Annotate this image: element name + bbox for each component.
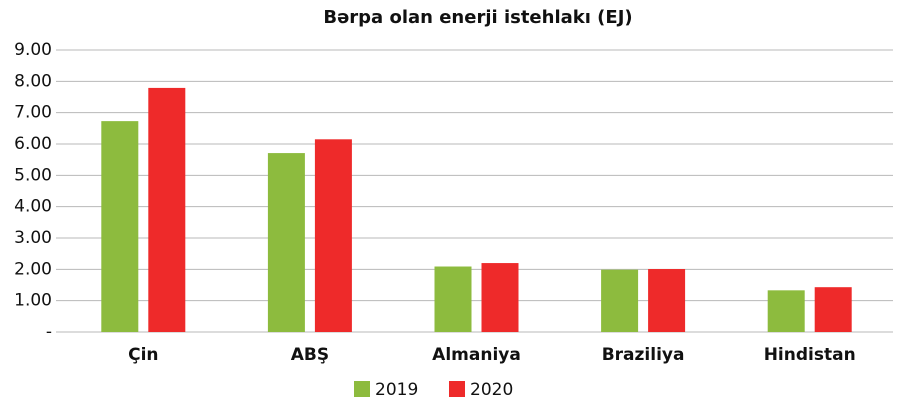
x-tick-label: Almaniya [432,345,521,365]
legend-swatch [449,381,465,397]
bar [148,87,186,332]
bar [767,290,805,332]
y-tick-label: 9.00 [14,40,52,60]
bar [267,153,305,332]
x-tick-label: ABŞ [291,345,329,365]
y-tick-label: 2.00 [14,259,52,279]
x-tick-label: Çin [128,345,158,365]
y-tick-label: 8.00 [14,71,52,91]
x-tick-label: Hindistan [764,345,856,365]
chart-title: Bərpa olan enerji istehlakı (EJ) [323,7,632,28]
legend-label: 2019 [375,380,418,400]
y-tick-label: 4.00 [14,197,52,217]
bar [481,263,519,332]
bar [814,287,852,332]
y-tick-label: 3.00 [14,228,52,248]
y-tick-label: - [46,322,52,342]
bar [601,269,639,332]
legend-swatch [354,381,370,397]
y-tick-label: 5.00 [14,165,52,185]
y-tick-label: 7.00 [14,103,52,123]
bar [101,121,139,332]
bar [434,266,472,332]
bar [314,139,352,332]
x-tick-label: Braziliya [602,345,685,365]
bar [648,269,686,332]
y-tick-label: 6.00 [14,134,52,154]
y-tick-label: 1.00 [14,291,52,311]
legend-label: 2020 [470,380,513,400]
